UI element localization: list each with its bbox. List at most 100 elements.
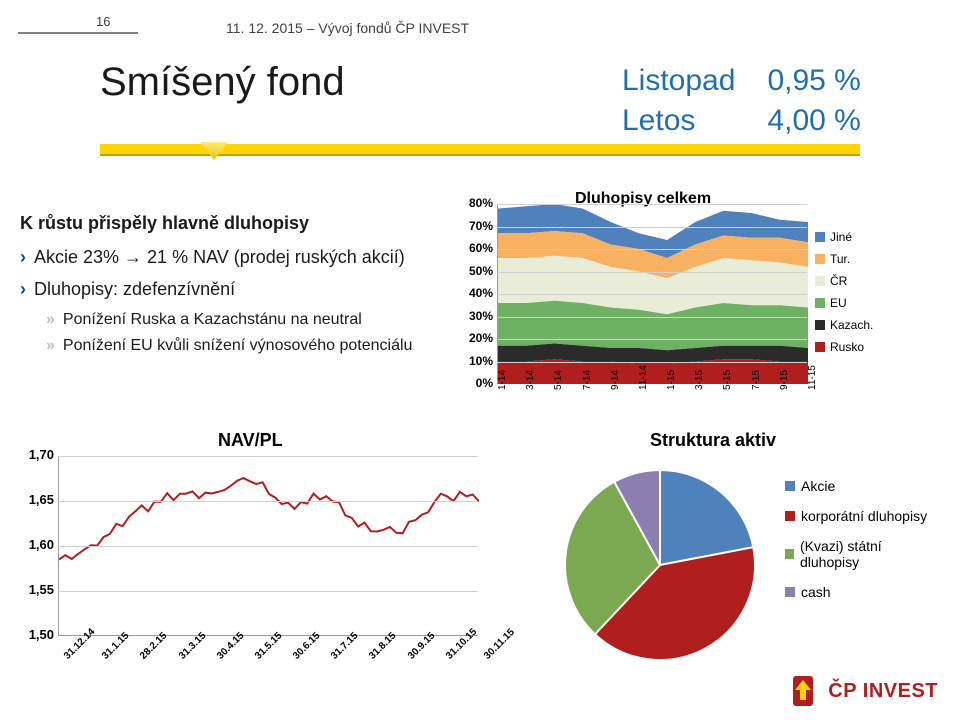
area-legend-item: Jiné [815, 230, 873, 244]
line-ytick: 1,55 [18, 582, 54, 597]
area-xtick: 1-14 [497, 370, 527, 390]
pie-legend-item: korporátní dluhopisy [785, 508, 930, 524]
line-ytick: 1,65 [18, 492, 54, 507]
area-legend-item: Tur. [815, 252, 873, 266]
bullet-l1: ›Dluhopisy: zdefenzívnění [20, 276, 450, 304]
area-legend-item: Rusko [815, 340, 873, 354]
line-xtick: 30.4.15 [215, 630, 257, 672]
line-xtick: 30.9.15 [406, 630, 448, 672]
stacked-area-chart: Dluhopisy celkem 0%10%20%30%40%50%60%70%… [455, 190, 885, 420]
nav-line-chart: NAV/PL 1,501,551,601,651,70 31.12.1431.1… [18, 430, 498, 680]
bullet-l2: »Ponížení Ruska a Kazachstánu na neutral [46, 308, 450, 333]
slide-title: Smíšený fond [100, 60, 345, 105]
legend-label: ČR [830, 274, 847, 288]
area-ytick: 80% [455, 196, 493, 210]
legend-swatch-icon [785, 587, 795, 597]
area-xtick: 11-14 [638, 365, 668, 390]
area-xtick: 7-15 [751, 370, 781, 390]
chevron-icon: › [20, 244, 26, 272]
chevron-icon: » [46, 308, 55, 333]
line-gridline [58, 591, 478, 592]
area-xtick: 11-15 [807, 365, 837, 390]
area-ytick: 60% [455, 241, 493, 255]
area-gridline [497, 294, 807, 295]
metric-label: Letos [622, 102, 765, 140]
area-xtick: 5-15 [722, 370, 752, 390]
pie-chart-svg [550, 460, 770, 670]
area-xtick: 1-15 [666, 370, 696, 390]
line-xtick: 31.7.15 [329, 630, 371, 672]
bullet-l1: ›Akcie 23% → 21 % NAV (prodej ruských ak… [20, 244, 450, 272]
area-chart-legend: Jiné Tur. ČR EU Kazach. Rusko [815, 230, 873, 362]
area-ytick: 30% [455, 309, 493, 323]
line-ytick: 1,50 [18, 627, 54, 642]
pie-legend-item: Akcie [785, 478, 930, 494]
area-xtick: 3-15 [694, 370, 724, 390]
line-xtick: 31.3.15 [177, 630, 219, 672]
page-number: 16 [96, 14, 110, 29]
area-xtick: 9-15 [779, 370, 809, 390]
area-xtick: 3-14 [525, 370, 555, 390]
bullet-list: K růstu přispěly hlavně dluhopisy ›Akcie… [20, 210, 450, 361]
area-ytick: 0% [455, 376, 493, 390]
bullet-lead: K růstu přispěly hlavně dluhopisy [20, 210, 450, 238]
legend-swatch-icon [815, 342, 825, 352]
metric-value: 4,00 % [767, 102, 890, 140]
metric-label: Listopad [622, 62, 765, 100]
area-ytick: 70% [455, 219, 493, 233]
area-ytick: 10% [455, 354, 493, 368]
cp-invest-logo: ČP INVEST [786, 674, 938, 708]
metric-value: 0,95 % [767, 62, 890, 100]
area-ytick: 20% [455, 331, 493, 345]
line-gridline [58, 546, 478, 547]
line-xtick: 31.1.15 [100, 630, 142, 672]
legend-swatch-icon [785, 549, 794, 559]
area-xtick: 7-14 [582, 370, 612, 390]
area-ytick: 40% [455, 286, 493, 300]
pie-legend-item: (Kvazi) státní dluhopisy [785, 538, 930, 570]
area-ytick: 50% [455, 264, 493, 278]
legend-swatch-icon [785, 511, 795, 521]
legend-label: Jiné [830, 230, 852, 244]
page-number-rule [18, 6, 138, 34]
area-legend-item: Kazach. [815, 318, 873, 332]
performance-metrics: Listopad 0,95 % Letos 4,00 % [620, 60, 893, 141]
nav-line [59, 478, 479, 560]
chevron-icon: » [46, 334, 55, 359]
line-xtick: 31.8.15 [367, 630, 409, 672]
line-ytick: 1,60 [18, 537, 54, 552]
pie-legend-item: cash [785, 584, 930, 600]
logo-icon [786, 674, 820, 708]
line-gridline [58, 501, 478, 502]
area-xtick: 9-14 [610, 370, 640, 390]
line-gridline [58, 456, 478, 457]
pie-chart-title: Struktura aktiv [650, 430, 776, 451]
header-date: 11. 12. 2015 – Vývoj fondů ČP INVEST [226, 20, 469, 36]
area-gridline [497, 272, 807, 273]
area-legend-item: EU [815, 296, 873, 310]
line-chart-title: NAV/PL [218, 430, 283, 451]
line-xtick: 30.6.15 [291, 630, 333, 672]
bullet-l2: »Ponížení EU kvůli snížení výnosového po… [46, 334, 450, 359]
asset-pie-chart: Struktura aktiv Akcie korporátní dluhopis… [530, 430, 930, 680]
legend-swatch-icon [815, 320, 825, 330]
line-xtick: 30.11.15 [482, 627, 528, 673]
area-gridline [497, 317, 807, 318]
area-gridline [497, 204, 807, 205]
area-gridline [497, 339, 807, 340]
legend-label: cash [801, 584, 831, 600]
legend-label: Akcie [801, 478, 835, 494]
area-xtick: 5-14 [553, 370, 583, 390]
legend-swatch-icon [785, 481, 795, 491]
area-gridline [497, 227, 807, 228]
area-legend-item: ČR [815, 274, 873, 288]
legend-label: Tur. [830, 252, 850, 266]
line-ytick: 1,70 [18, 447, 54, 462]
legend-label: (Kvazi) státní dluhopisy [800, 538, 930, 570]
legend-label: Rusko [830, 340, 864, 354]
legend-label: EU [830, 296, 847, 310]
pie-chart-legend: Akcie korporátní dluhopisy (Kvazi) státní … [785, 478, 930, 614]
legend-swatch-icon [815, 254, 825, 264]
legend-swatch-icon [815, 298, 825, 308]
legend-swatch-icon [815, 232, 825, 242]
